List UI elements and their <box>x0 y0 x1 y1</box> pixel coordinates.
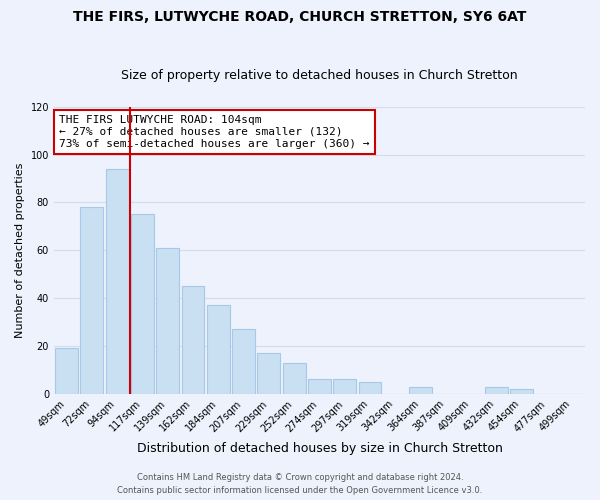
Bar <box>80 207 103 394</box>
Bar <box>182 286 205 394</box>
Bar <box>485 386 508 394</box>
Bar <box>157 248 179 394</box>
Text: THE FIRS LUTWYCHE ROAD: 104sqm
← 27% of detached houses are smaller (132)
73% of: THE FIRS LUTWYCHE ROAD: 104sqm ← 27% of … <box>59 116 370 148</box>
Bar <box>106 169 128 394</box>
Bar <box>207 306 230 394</box>
Y-axis label: Number of detached properties: Number of detached properties <box>15 162 25 338</box>
Bar <box>359 382 382 394</box>
Bar <box>131 214 154 394</box>
Bar <box>308 380 331 394</box>
Bar <box>334 380 356 394</box>
Bar <box>232 329 255 394</box>
Bar <box>409 386 432 394</box>
Text: THE FIRS, LUTWYCHE ROAD, CHURCH STRETTON, SY6 6AT: THE FIRS, LUTWYCHE ROAD, CHURCH STRETTON… <box>73 10 527 24</box>
Bar <box>283 362 305 394</box>
Bar <box>55 348 78 394</box>
Bar <box>257 353 280 394</box>
Bar <box>511 389 533 394</box>
Title: Size of property relative to detached houses in Church Stretton: Size of property relative to detached ho… <box>121 69 518 82</box>
X-axis label: Distribution of detached houses by size in Church Stretton: Distribution of detached houses by size … <box>137 442 502 455</box>
Text: Contains HM Land Registry data © Crown copyright and database right 2024.
Contai: Contains HM Land Registry data © Crown c… <box>118 474 482 495</box>
